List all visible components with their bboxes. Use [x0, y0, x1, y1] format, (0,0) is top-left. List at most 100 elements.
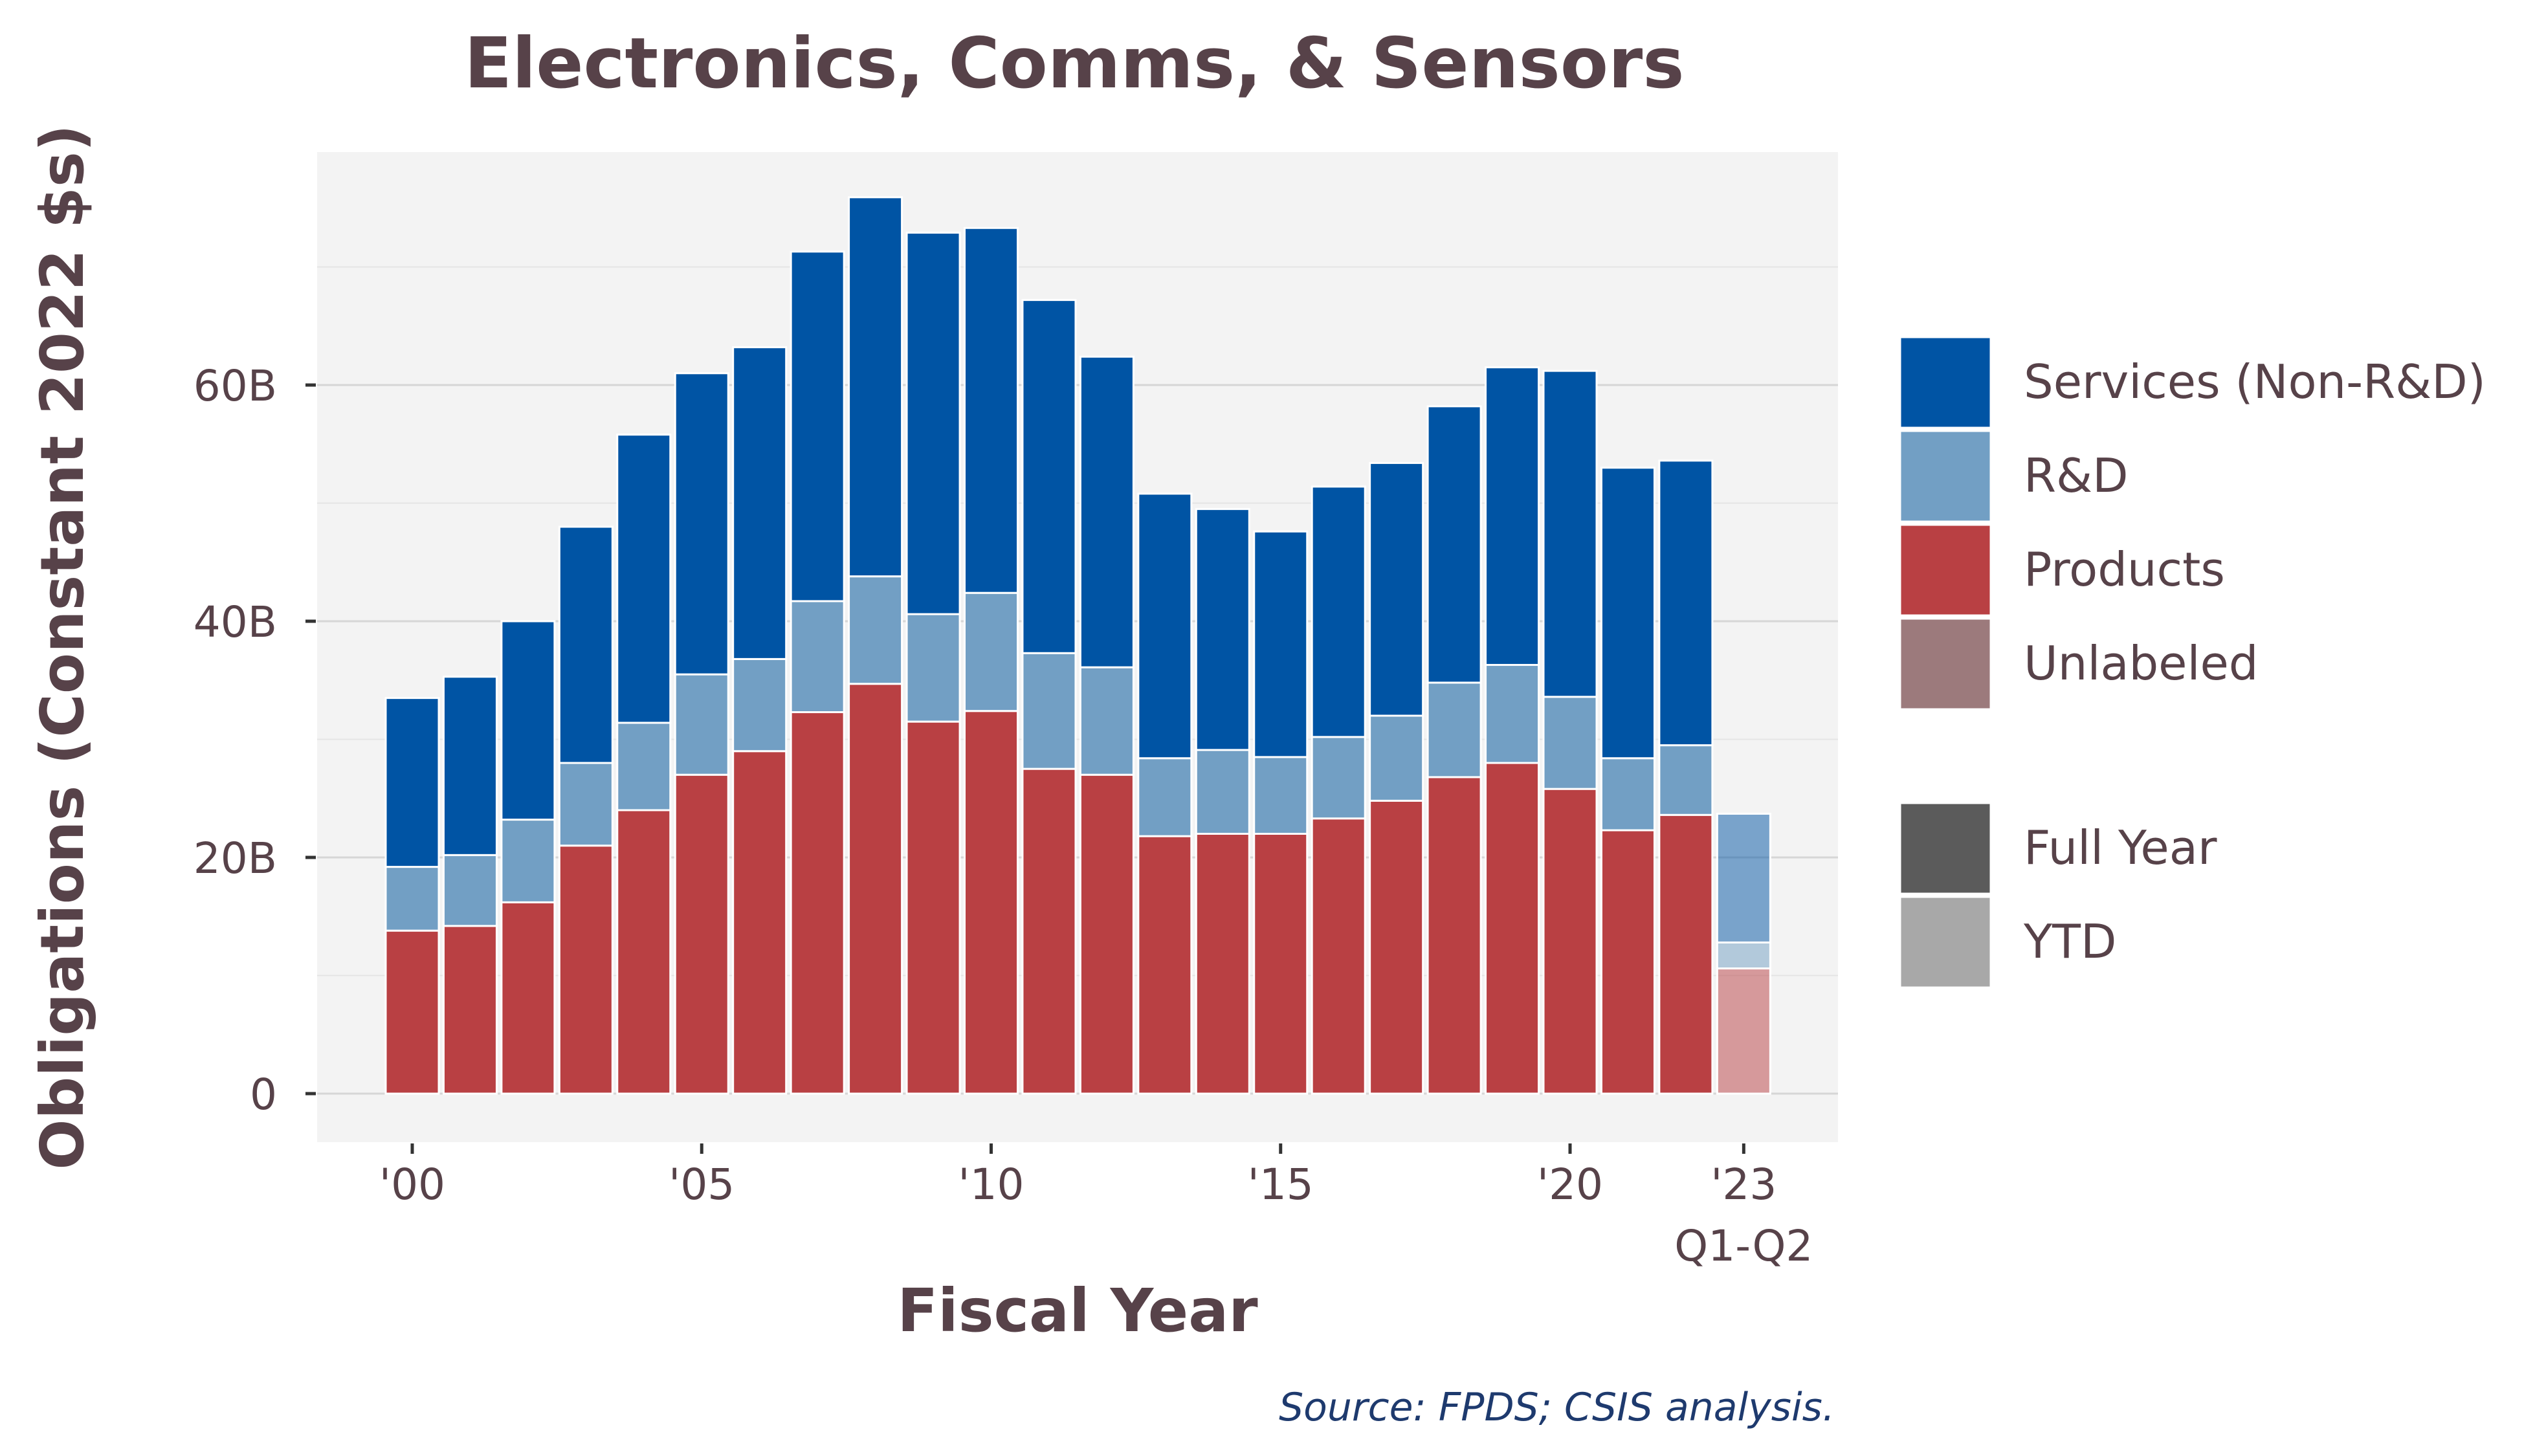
y-axis: 0 20B 40B 60B [194, 361, 316, 1120]
bar-r-d-2010 [964, 591, 1019, 712]
bar-products-2016 [1311, 817, 1366, 1095]
bar-r-d-2006 [732, 657, 788, 753]
chart-title: Electronics, Comms, & Sensors [464, 23, 1684, 104]
x-axis: '00 '05 '10 '15 '20 '23 Q1-Q2 [379, 1143, 1813, 1271]
bar-products-2002 [500, 901, 556, 1095]
bar-r-d-2011 [1021, 652, 1077, 770]
bar-products-2021 [1600, 829, 1655, 1095]
x-tick-label: '05 [669, 1160, 735, 1209]
legend-key [1898, 428, 1993, 524]
x-tick-label: '10 [958, 1160, 1024, 1209]
x-tick-label: '15 [1248, 1160, 1314, 1209]
bar-r-d-2000 [384, 866, 440, 932]
bar-services-non-r-d-2013 [1137, 492, 1193, 760]
bar-r-d-2015 [1253, 756, 1309, 835]
bar-services-non-r-d-2020 [1542, 370, 1598, 698]
bar-services-non-r-d-2015 [1253, 530, 1309, 758]
y-tick-label: 20B [194, 833, 277, 883]
legend-label: YTD [2023, 914, 2116, 969]
bar-r-d-2001 [442, 854, 498, 927]
bar-products-2005 [674, 773, 729, 1095]
bar-r-d-2022 [1658, 744, 1714, 816]
legend-key [1898, 800, 1993, 896]
bar-services-non-r-d-2011 [1021, 299, 1077, 654]
bar-products-2015 [1253, 833, 1309, 1095]
legend: Services (Non-R&D) R&D Products Unlabeled Fu… [1898, 335, 2486, 990]
source-note: Source: FPDS; CSIS analysis. [1279, 1385, 1835, 1430]
bar-products-2023 [1716, 967, 1771, 1095]
legend-key [1898, 522, 1993, 618]
bar-r-d-2018 [1426, 681, 1482, 778]
legend-label: Full Year [2024, 821, 2217, 875]
bar-r-d-2020 [1542, 696, 1598, 790]
legend-key [1898, 894, 1993, 990]
bar-r-d-2021 [1600, 757, 1655, 832]
bar-r-d-2004 [616, 722, 672, 811]
bar-products-2007 [790, 711, 845, 1095]
bar-services-non-r-d-2000 [384, 697, 440, 868]
bar-products-2019 [1485, 762, 1540, 1095]
bar-products-2020 [1542, 788, 1598, 1095]
x-tick-label: '00 [379, 1160, 445, 1209]
bar-products-2014 [1195, 833, 1250, 1095]
y-tick-label: 40B [194, 597, 277, 647]
bar-services-non-r-d-2010 [964, 226, 1019, 594]
bar-r-d-2002 [500, 819, 556, 903]
bar-r-d-2014 [1195, 749, 1250, 835]
bar-products-2013 [1137, 835, 1193, 1095]
bar-services-non-r-d-2003 [558, 525, 614, 764]
bar-r-d-2013 [1137, 757, 1193, 837]
bar-services-non-r-d-2008 [848, 196, 903, 578]
bar-services-non-r-d-2021 [1600, 467, 1655, 760]
y-tick-label: 0 [250, 1070, 277, 1120]
bar-services-non-r-d-2019 [1485, 366, 1540, 667]
y-tick-label: 60B [194, 361, 277, 411]
bar-r-d-2003 [558, 762, 614, 847]
bar-services-non-r-d-2012 [1079, 355, 1135, 668]
legend-label: R&D [2024, 448, 2129, 503]
bar-services-non-r-d-2014 [1195, 508, 1250, 751]
bar-services-non-r-d-2017 [1369, 461, 1424, 717]
bar-services-non-r-d-2005 [674, 372, 729, 676]
x-tick-label: '20 [1537, 1160, 1603, 1209]
bar-services-non-r-d-2001 [442, 676, 498, 856]
bar-products-2001 [442, 925, 498, 1095]
x-tick-label: '23 [1710, 1160, 1777, 1209]
bar-r-d-2019 [1485, 664, 1540, 764]
bar-products-2018 [1426, 776, 1482, 1095]
bar-services-non-r-d-2002 [500, 620, 556, 821]
bar-services-non-r-d-2009 [905, 232, 961, 615]
bar-r-d-2005 [674, 673, 729, 776]
bar-products-2000 [384, 929, 440, 1095]
legend-key [1898, 616, 1993, 712]
bar-r-d-2007 [790, 600, 845, 714]
bar-r-d-2023 [1716, 941, 1771, 970]
legend-key [1898, 335, 1993, 430]
bar-r-d-2009 [905, 613, 961, 723]
bar-products-2010 [964, 710, 1019, 1095]
bar-products-2022 [1658, 813, 1714, 1095]
bar-r-d-2012 [1079, 666, 1135, 776]
bar-services-non-r-d-2016 [1311, 485, 1366, 738]
x-axis-title: Fiscal Year [897, 1276, 1258, 1345]
bar-products-2008 [848, 683, 903, 1095]
bar-products-2012 [1079, 773, 1135, 1095]
bar-services-non-r-d-2007 [790, 250, 845, 602]
legend-label: Products [2024, 542, 2225, 597]
legend-label: Services (Non-R&D) [2024, 355, 2486, 409]
bar-r-d-2016 [1311, 736, 1366, 820]
y-axis-title: Obligations (Constant 2022 $s) [28, 124, 97, 1170]
bar-products-2011 [1021, 767, 1077, 1095]
bar-r-d-2008 [848, 575, 903, 685]
bar-products-2003 [558, 844, 614, 1095]
bar-services-non-r-d-2022 [1658, 459, 1714, 747]
bar-products-2006 [732, 750, 788, 1095]
bar-products-2017 [1369, 799, 1424, 1095]
bar-products-2009 [905, 720, 961, 1095]
bar-products-2004 [616, 809, 672, 1095]
bar-services-non-r-d-2006 [732, 346, 788, 660]
bar-services-non-r-d-2018 [1426, 405, 1482, 684]
x-tick-sublabel: Q1-Q2 [1674, 1221, 1813, 1271]
bar-services-non-r-d-2004 [616, 434, 672, 724]
